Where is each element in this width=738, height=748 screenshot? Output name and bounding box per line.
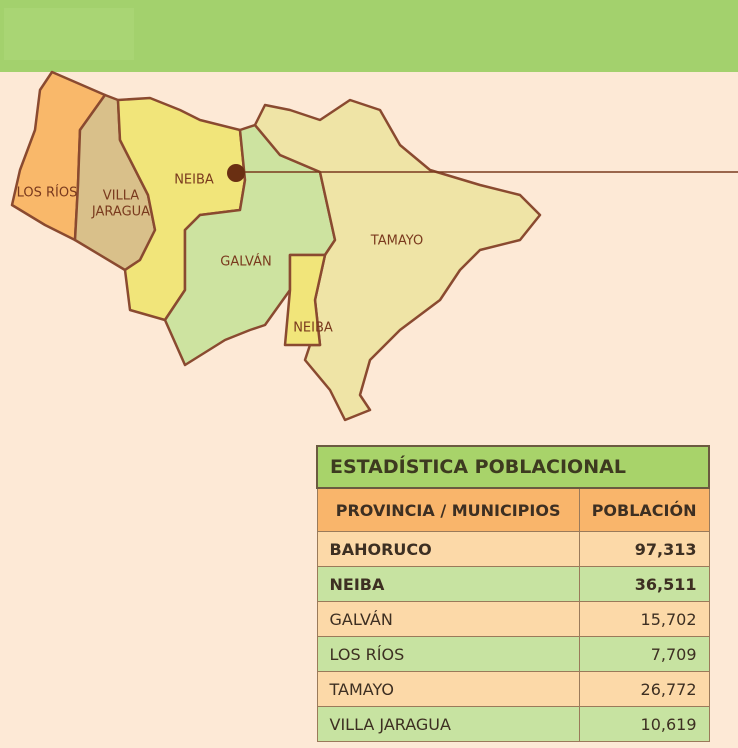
region-label: JARAGUA xyxy=(91,205,150,220)
population-cell: 10,619 xyxy=(578,706,710,742)
column-header: POBLACIÓN xyxy=(578,487,710,532)
region-label: VILLA xyxy=(103,189,140,204)
population-cell: 26,772 xyxy=(578,671,710,707)
population-cell: 7,709 xyxy=(578,636,710,672)
region-label: NEIBA xyxy=(293,321,333,336)
column-header: PROVINCIA / MUNICIPIOS xyxy=(316,487,580,532)
table-row: NEIBA 36,511 xyxy=(316,566,710,602)
table-row: GALVÁN 15,702 xyxy=(316,601,710,637)
region-label: GALVÁN xyxy=(220,254,271,270)
table-row: LOS RÍOS 7,709 xyxy=(316,636,710,672)
population-cell: 15,702 xyxy=(578,601,710,637)
population-cell: 36,511 xyxy=(578,566,710,602)
municipality-cell: GALVÁN xyxy=(316,601,580,637)
region-label: LOS RÍOS xyxy=(17,185,78,201)
region-neiba-enclave xyxy=(283,253,327,347)
municipality-cell: VILLA JARAGUA xyxy=(316,706,580,742)
region-label: NEIBA xyxy=(174,173,214,188)
top-badge xyxy=(4,8,134,60)
table-row: BAHORUCO 97,313 xyxy=(316,531,710,567)
capital-dot xyxy=(227,164,245,182)
municipality-cell: TAMAYO xyxy=(316,671,580,707)
region-label: TAMAYO xyxy=(370,234,423,249)
table-row: VILLA JARAGUA 10,619 xyxy=(316,706,710,742)
municipality-cell: LOS RÍOS xyxy=(316,636,580,672)
table-row: ESTADÍSTICA POBLACIONAL xyxy=(316,445,710,489)
population-cell: 97,313 xyxy=(578,531,710,567)
municipality-cell: NEIBA xyxy=(316,566,580,602)
population-table: ESTADÍSTICA POBLACIONAL PROVINCIA / MUNIC… xyxy=(316,445,710,742)
municipality-cell: BAHORUCO xyxy=(316,531,580,567)
table-row: PROVINCIA / MUNICIPIOS POBLACIÓN xyxy=(316,487,710,532)
table-row: TAMAYO 26,772 xyxy=(316,671,710,707)
table-title: ESTADÍSTICA POBLACIONAL xyxy=(316,445,710,489)
